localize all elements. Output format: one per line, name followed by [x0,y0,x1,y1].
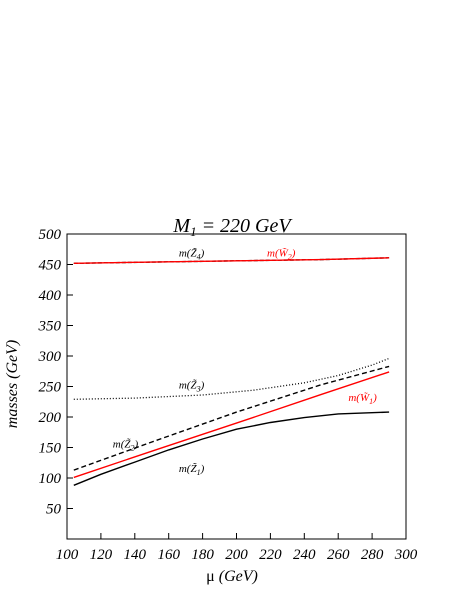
x-tick-label: 280 [361,547,384,563]
y-tick-label: 100 [39,471,62,487]
annotation-label: m(Z̃2) [113,438,139,453]
x-tick-label: 100 [56,547,79,563]
annotation-label: m(Z̃4) [179,247,205,262]
y-axis: 50 100 150 200 250 300 350 400 450 500 [38,227,73,518]
series-line-2 [73,357,390,400]
y-tick-label: 50 [46,502,62,518]
x-axis-label-mu: μ [206,568,215,585]
annotation-group: m(Z̃4) m(W̃2) m(Z̃3) m(W̃1) m(Z̃2) m(Z̃1) [113,247,377,477]
series-line-3 [73,365,390,471]
y-tick-label: 450 [39,258,62,274]
title-main: M [172,215,191,237]
series-line-5 [73,411,390,486]
x-tick-label: 260 [327,547,350,563]
x-tick-label: 300 [394,547,418,563]
y-tick-label: 350 [38,319,62,335]
annotation-label: m(Z̃3) [179,379,205,394]
y-tick-label: 250 [39,380,62,396]
x-axis: 100 120 140 160 180 200 220 240 260 280 300 [56,533,418,563]
x-tick-label: 180 [191,547,214,563]
y-tick-label: 400 [39,288,62,304]
y-tick-label: 200 [39,410,62,426]
x-tick-label: 160 [157,547,180,563]
x-tick-label: 240 [293,547,316,563]
title-rest: = 220 GeV [197,215,294,237]
x-tick-label: 120 [90,547,113,563]
series-line-1 [73,257,390,264]
annotation-label: m(W̃1) [348,391,377,406]
x-axis-label: μ (GeV) [206,568,258,585]
y-axis-label: masses (GeV) [4,340,21,428]
x-tick-label: 140 [124,547,147,563]
title-subscript: 1 [190,224,197,239]
x-tick-label: 200 [225,547,248,563]
x-tick-label: 220 [259,547,282,563]
series-line-4 [73,371,390,479]
x-axis-label-rest: (GeV) [215,568,258,585]
y-tick-label: 300 [38,349,62,365]
series-group [73,257,390,486]
y-tick-label: 500 [39,227,62,243]
y-tick-label: 150 [39,441,62,457]
chart-title: M1 = 220 GeV [172,215,293,239]
annotation-label: m(W̃2) [267,247,296,262]
annotation-label: m(Z̃1) [179,462,205,477]
plot-frame [66,233,407,540]
